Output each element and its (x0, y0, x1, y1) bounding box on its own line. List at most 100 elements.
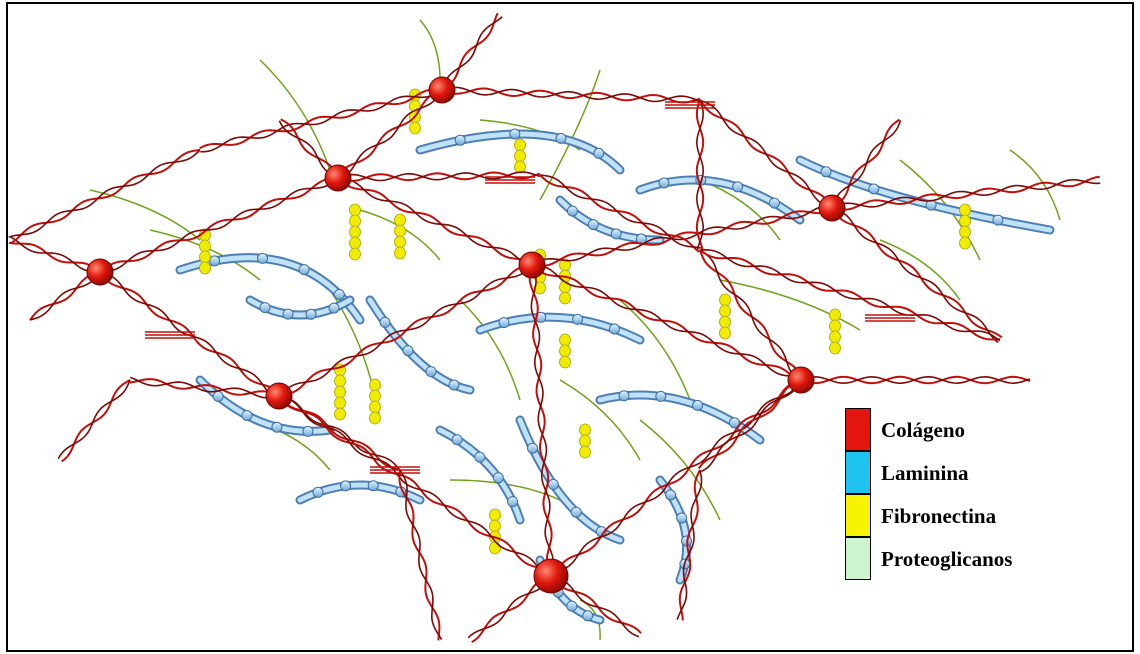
fibronectin-bead (579, 434, 591, 448)
laminin-bead (658, 177, 670, 189)
laminin-bead (492, 472, 504, 484)
collagen-fiber (528, 264, 555, 577)
collagen-fiber (531, 264, 803, 384)
collagen-strand (441, 86, 701, 103)
fibronectin-bead (394, 213, 406, 227)
collagen-fiber (831, 175, 1101, 211)
fibronectin-bead (514, 138, 526, 152)
collagen-strand (695, 99, 705, 251)
collagen-strand (699, 249, 801, 382)
collagen-node (265, 382, 293, 410)
collagen-strand (129, 378, 280, 397)
collagen-strand (441, 16, 503, 91)
legend-label-laminin: Laminina (881, 461, 969, 485)
laminin-bead (527, 442, 538, 454)
collagen-strand (337, 177, 534, 264)
collagen-fiber (531, 205, 833, 267)
fibronectin-bead (829, 319, 841, 333)
collagen-fiber (8, 236, 101, 273)
collagen-strand (441, 12, 499, 91)
collagen-fiber (695, 99, 705, 251)
collagen-node (428, 76, 456, 104)
collagen-fiber (8, 149, 201, 244)
collagen-strand (278, 395, 401, 471)
laminin-tube (557, 197, 663, 243)
laminin-bead (402, 345, 414, 357)
fibronectin-bead (489, 541, 501, 555)
fibronectin-bead (559, 355, 571, 369)
fibronectin-bead (349, 203, 361, 217)
fibronectin-bead (334, 396, 346, 410)
collagen-strand (280, 118, 339, 179)
collagen-fiber (278, 395, 554, 580)
laminin-bead (259, 302, 271, 314)
fibronectin-bead (199, 250, 211, 264)
fibronectin-bead (959, 225, 971, 239)
collagen-strand (800, 375, 1031, 385)
fibronectin-bead (959, 214, 971, 228)
legend-item-proteoglycan: Proteoglicanos (845, 537, 1075, 580)
fibronectin-bead (369, 378, 381, 392)
laminin-bead (271, 421, 283, 433)
fibronectin-bead (959, 236, 971, 250)
proteoglycan-strand (359, 209, 441, 261)
laminin-bead (209, 255, 221, 267)
laminin-bead (474, 451, 486, 463)
collagen-fiber (699, 99, 833, 209)
collagen-fiber (697, 379, 802, 473)
collagen-fiber (199, 88, 443, 153)
laminin-bead (572, 313, 584, 325)
collagen-strand (699, 248, 1001, 342)
laminin-bead (305, 308, 317, 320)
collagen-strand (831, 120, 902, 209)
fibronectin-bead (199, 239, 211, 253)
laminin-tube-outline (365, 295, 475, 395)
collagen-fiber (278, 264, 533, 398)
collagen-strand (549, 379, 802, 576)
laminin-bead (566, 205, 578, 217)
laminin-bead (212, 390, 224, 402)
fibronectin-bead (369, 400, 381, 414)
fibronectin-bead (719, 315, 731, 329)
proteoglycan-strand (879, 239, 961, 301)
collagen-strand (99, 271, 282, 395)
collagen-fiber (699, 248, 1001, 342)
collagen-fiber (699, 249, 804, 382)
collagen-strand (338, 89, 443, 181)
collagen-strand (678, 469, 701, 621)
legend-swatch-laminin (845, 451, 871, 494)
collagen-fiber (29, 271, 101, 321)
laminin-bead (451, 434, 463, 446)
collagen-strand (831, 207, 999, 344)
laminin-bead (593, 147, 605, 159)
fibronectin-layer (199, 88, 971, 555)
collagen-strand (29, 271, 101, 321)
fibronectin-bead (514, 160, 526, 174)
laminin-bead (618, 390, 630, 402)
collagen-fiber (441, 12, 503, 91)
collagen-node (518, 251, 546, 279)
collagen-fiber (676, 469, 703, 621)
legend-swatch-fibronectin (845, 494, 871, 537)
laminin-bead (282, 308, 294, 320)
laminin-bead (655, 390, 667, 402)
laminin-bead (587, 219, 599, 231)
fibronectin-bead (334, 374, 346, 388)
collagen-strand (337, 171, 541, 182)
laminin-bead (820, 166, 832, 178)
fibronectin-bead (489, 508, 501, 522)
collagen-strand (200, 89, 443, 153)
laminin-bead (498, 317, 510, 329)
collagen-strand (699, 99, 833, 209)
laminin-bead (257, 252, 268, 264)
laminin-tube-outline (435, 425, 525, 525)
laminin-bead (555, 132, 567, 144)
collagen-strand (8, 149, 201, 238)
laminin-bead (509, 128, 521, 140)
laminin-bead (302, 425, 314, 437)
fibronectin-bead (579, 423, 591, 437)
laminin-bead (992, 214, 1004, 226)
collagen-strand (10, 149, 201, 244)
collagen-fiber (337, 171, 541, 182)
